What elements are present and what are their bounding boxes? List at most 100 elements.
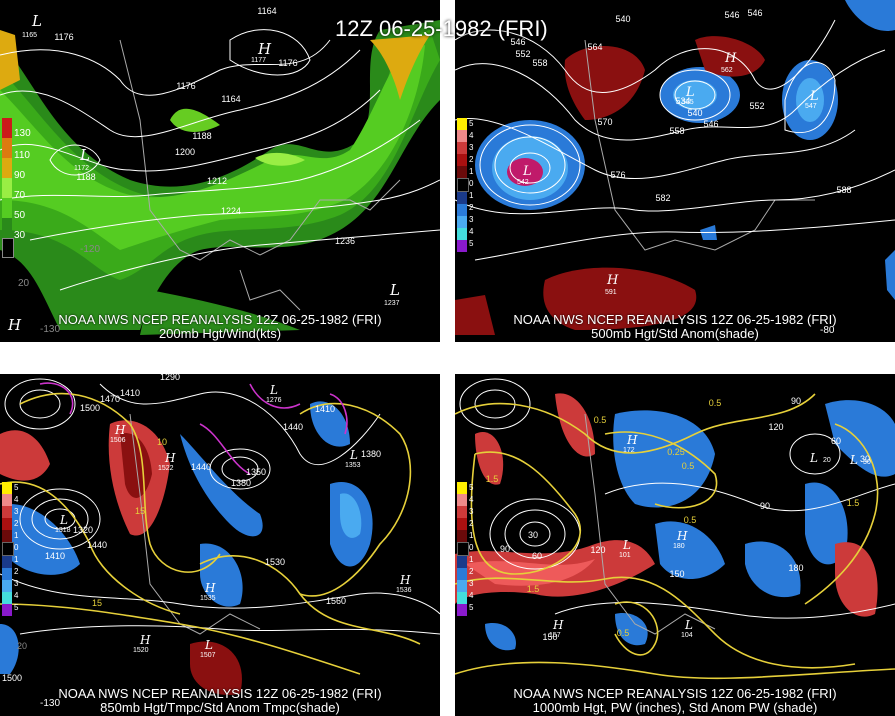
contour-label: 90 [760,501,770,511]
legend-label: 0 [469,543,474,552]
low-center-value: 30 [863,459,871,466]
legend-label: 70 [14,190,26,201]
contour-label: 1200 [175,147,195,157]
panel-caption-line1: NOAA NWS NCEP REANALYSIS 12Z 06-25-1982 … [58,312,382,327]
contour-label: 552 [749,101,764,111]
pw-label: 0.25 [667,447,685,457]
high-center-value: 1177 [251,57,266,64]
contour-label: 1350 [246,467,266,477]
contour-label: 90 [791,396,801,406]
contour-label: 1470 [100,394,120,404]
legend-label: 90 [14,170,26,181]
high-center-value: 172 [623,447,635,454]
panel-200mb: 1164 1176 1176 1176 1188 1188 1200 1212 … [0,0,440,342]
legend-label: 130 [14,128,31,139]
legend-label: 30 [14,230,26,241]
low-center-value: 1276 [266,397,282,404]
legend-label: 5 [14,603,19,612]
legend-label: 2 [469,567,474,576]
longitude-label: -120 [80,244,100,255]
low-center: L [684,618,693,632]
contour-label: 1440 [87,540,107,550]
panel-caption-line2: 200mb Hgt/Wind(kts) [158,326,282,341]
contour-label: 540 [615,14,630,24]
contour-label: 564 [587,42,602,52]
contour-label: 558 [532,58,547,68]
high-center: H [676,529,688,543]
low-center: L [204,638,213,652]
legend-label: 1 [14,555,19,564]
high-center-value: 591 [605,289,617,296]
contour-label: 1176 [278,58,297,68]
isotherm-label: 15 [92,598,102,608]
contour-label: 1440 [283,422,303,432]
legend-label: 5 [469,119,474,128]
longitude-label: -80 [820,325,835,336]
high-center: H [552,618,564,632]
legend-label: 50 [14,210,26,221]
contour-label: 546 [510,37,525,47]
legend-label: 4 [469,227,474,236]
contour-label: 120 [590,545,605,555]
contour-label: 558 [669,126,684,136]
contour-label: 546 [703,119,718,129]
legend-label: 3 [469,143,474,152]
legend-label: 2 [469,203,474,212]
contour-label: 1176 [54,32,73,42]
contour-label: 582 [655,193,670,203]
contour-label: 1410 [45,551,65,561]
panel-500mb-map: 546 546 552 558 564 570 576 582 588 540 … [455,0,895,336]
high-center-value: 562 [721,67,733,74]
contour-label: 1410 [315,404,335,414]
high-center: H [139,633,151,647]
legend-wind [2,118,14,258]
pw-label: 0.5 [709,398,722,408]
legend-label: 4 [14,495,19,504]
legend-label: 5 [469,603,474,612]
longitude-label: 20 [17,641,27,651]
low-center: L [849,453,858,467]
low-center: L [522,164,532,179]
contour-label: 1500 [80,403,100,413]
longitude-label: -130 [40,324,60,335]
low-center: L [31,12,42,30]
contour-label: 180 [788,563,803,573]
low-center-value: 1353 [345,462,361,469]
contour-label: 1224 [221,206,241,216]
low-center: L [809,89,819,104]
contour-label: 588 [836,185,851,195]
high-center: H [204,581,216,595]
legend-label: 2 [469,155,474,164]
high-center: H [114,423,126,437]
pw-label: 1.5 [527,584,540,594]
longitude-label: -130 [40,698,60,709]
contour-label: 570 [597,117,612,127]
contour-label: 1164 [221,94,240,104]
high-center: H [724,51,737,66]
contour-label: 546 [724,10,739,20]
map-title: 12Z 06-25-1982 (FRI) [335,16,548,41]
contour-label: 30 [860,454,870,464]
panel-1000mb: 0.5 0.5 0.5 0.25 0.5 1.5 1.5 1.5 0.5 30 … [455,374,895,716]
panel-caption-line2: 1000mb Hgt, PW (inches), Std Anom PW (sh… [532,700,818,715]
pw-label: 0.5 [682,461,695,471]
panel-200mb-map: 1164 1176 1176 1176 1188 1188 1200 1212 … [0,6,440,335]
panel-caption-line2: 850mb Hgt/Tmpc/Std Anom Tmpc(shade) [100,700,340,715]
legend-label: 3 [469,215,474,224]
low-center: L [59,513,68,527]
contour-label: 150 [669,569,684,579]
legend-temp-anomaly [2,482,14,616]
pw-label: 1.5 [486,474,499,484]
low-center-value: 542 [517,179,529,186]
low-center-value: 101 [619,552,631,559]
contour-label: 1176 [176,81,195,91]
pressure-centers: L 1165 H 1177 L 1172 L 1237 H [7,12,400,334]
panel-500mb: 546 546 552 558 564 570 576 582 588 540 … [455,0,895,342]
contour-label: 1290 [160,374,180,382]
contour-label: 1164 [257,6,276,16]
isotherm-label: 15 [135,506,145,516]
high-center: H [626,433,638,447]
legend-label: 3 [14,579,19,588]
high-center-value: 157 [549,632,561,639]
contour-label: 90 [500,544,510,554]
